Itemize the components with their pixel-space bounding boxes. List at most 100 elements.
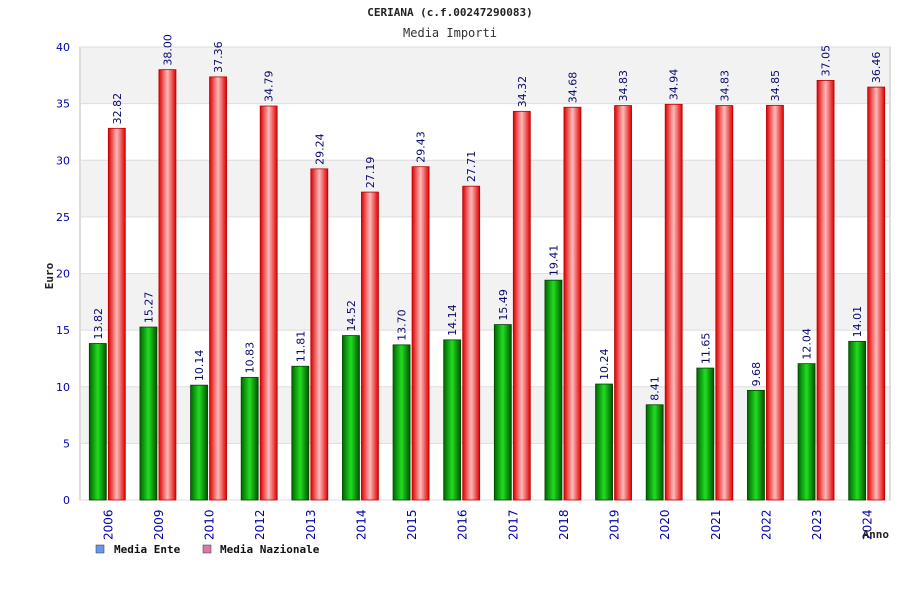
bar-media-nazionale-2018 [563,106,582,501]
y-tick-label: 35 [56,98,70,111]
bar-media-nazionale-2013 [310,168,329,501]
data-label: 10.14 [193,350,206,382]
x-tick-label: 2010 [203,509,217,540]
bar-media-nazionale-2006 [107,127,126,501]
data-label: 27.71 [465,151,478,183]
data-label: 9.68 [750,362,763,387]
bar-media-nazionale-2015 [411,166,430,501]
x-tick-label: 2020 [658,509,672,540]
legend-swatch-media-nazionale [202,544,212,554]
data-label: 34.94 [668,69,681,101]
bar-media-ente-2019 [595,383,613,501]
bar-media-ente-2020 [645,404,664,501]
x-axis: 2006 2009 2010 2012 2013 2014 2015 2016 2017 2018… [101,509,874,540]
data-label: 8.41 [649,376,662,401]
x-tick-label: 2012 [253,509,267,540]
bar-media-ente-2009 [139,326,158,501]
data-label: 13.70 [396,309,409,341]
data-label: 36.46 [870,52,883,84]
grid-band [81,47,889,104]
x-axis-label: Anno [863,528,890,541]
x-tick-label: 2019 [608,509,622,540]
data-label: 14.52 [345,300,358,332]
data-label: 11.81 [294,331,307,363]
legend: Media Ente Media Nazionale [95,543,320,556]
data-label: 37.36 [212,41,225,73]
bar-media-nazionale-2012 [259,105,278,501]
bar-media-ente-2021 [696,367,715,501]
bar-media-nazionale-2016 [462,185,481,501]
data-label: 10.24 [598,349,611,381]
bar-media-ente-2013 [291,365,310,501]
bar-media-ente-2015 [392,344,411,501]
x-tick-label: 2014 [354,509,368,540]
legend-label-media-nazionale: Media Nazionale [220,543,320,556]
data-label: 34.32 [516,76,529,108]
data-label: 29.24 [313,133,326,165]
data-label: 19.41 [547,245,560,277]
data-label: 34.83 [617,70,630,102]
bar-media-ente-2006 [88,343,107,501]
bar-media-ente-2012 [240,376,259,501]
bar-media-nazionale-2022 [766,104,784,501]
data-label: 15.49 [497,289,510,321]
y-tick-label: 5 [63,437,70,450]
data-label: 15.27 [142,292,155,324]
bar-media-nazionale-2019 [614,105,632,501]
bar-media-ente-2017 [493,324,512,501]
x-tick-label: 2015 [405,509,419,540]
bar-media-nazionale-2023 [816,80,835,501]
chart-title: CERIANA (c.f.00247290083) [367,6,533,19]
bar-media-ente-2014 [342,335,360,501]
data-label: 13.82 [92,308,105,340]
bar-media-ente-2016 [443,339,462,501]
data-label: 34.79 [263,71,276,103]
x-tick-label: 2022 [759,509,773,540]
data-label: 11.65 [699,333,712,365]
data-label: 29.43 [415,131,428,163]
bar-media-ente-2024 [848,340,867,501]
bar-media-nazionale-2010 [209,76,227,501]
data-label: 34.83 [718,70,731,102]
bar-media-nazionale-2024 [867,86,886,501]
x-tick-label: 2006 [101,509,115,540]
data-label: 10.83 [244,342,257,374]
x-tick-label: 2023 [810,509,824,540]
bar-media-ente-2010 [190,384,208,501]
bar-media-ente-2022 [747,389,765,501]
data-label: 27.19 [364,157,377,189]
bar-media-nazionale-2009 [158,69,177,501]
x-tick-label: 2017 [506,509,520,540]
data-label: 12.04 [801,328,814,360]
y-tick-label: 30 [56,154,70,167]
bar-media-nazionale-2021 [715,105,734,501]
x-tick-label: 2016 [456,509,470,540]
bars: 13.82 32.82 15.27 38.00 10.14 37.36 10.83 34.79… [88,34,886,501]
data-label: 14.01 [851,306,864,338]
data-label: 37.05 [820,45,833,77]
data-label: 32.82 [111,93,124,125]
bar-media-nazionale-2017 [512,110,531,501]
y-tick-label: 40 [56,41,70,54]
chart-subtitle: Media Importi [403,26,497,40]
data-label: 34.85 [769,70,782,102]
data-label: 14.14 [446,304,459,336]
y-axis-label: Euro [43,262,56,289]
data-label: 38.00 [161,34,174,66]
x-tick-label: 2024 [861,509,875,540]
bar-media-nazionale-2020 [664,103,683,501]
legend-label-media-ente: Media Ente [114,543,181,556]
y-tick-label: 25 [56,211,70,224]
x-tick-label: 2009 [152,509,166,540]
bar-media-ente-2023 [797,363,816,501]
bar-media-nazionale-2014 [361,191,379,501]
y-tick-label: 0 [63,494,70,507]
legend-swatch-media-ente [95,544,105,554]
x-tick-label: 2013 [304,509,318,540]
y-tick-label: 20 [56,268,70,281]
y-axis: 0 5 10 15 20 25 30 35 40 [56,41,70,507]
bar-media-ente-2018 [544,279,563,501]
x-tick-label: 2018 [557,509,571,540]
data-label: 34.68 [566,72,579,104]
